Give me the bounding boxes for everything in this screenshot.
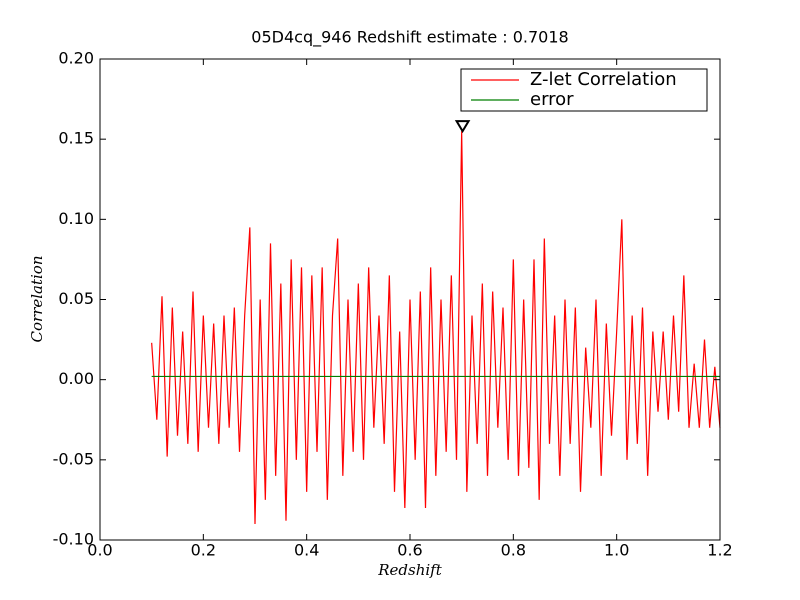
legend-box: [460, 68, 708, 112]
y-tick-label: 0.05: [58, 289, 94, 308]
legend-label: error: [530, 89, 574, 110]
legend-label: Z-let Correlation: [530, 69, 677, 90]
x-tick-label: 0.4: [294, 541, 319, 560]
x-tick-label: 0.2: [191, 541, 216, 560]
y-tick-label: 0.00: [58, 369, 94, 388]
peak-marker: [454, 120, 471, 134]
x-tick-label: 1.0: [604, 541, 629, 560]
y-tick-label: 0.10: [58, 209, 94, 228]
y-tick-label: -0.10: [53, 530, 94, 549]
y-tick-label: 0.15: [58, 129, 94, 148]
y-tick-label: 0.20: [58, 49, 94, 68]
x-tick-label: 0.6: [397, 541, 422, 560]
y-axis-label: Correlation: [28, 256, 46, 343]
x-tick-label: 0.8: [501, 541, 526, 560]
x-tick-label: 1.2: [707, 541, 732, 560]
x-axis-label: Redshift: [377, 561, 442, 579]
series-line: [151, 131, 721, 524]
x-tick-label: 0.0: [87, 541, 112, 560]
y-tick-label: -0.05: [53, 449, 94, 468]
chart-title: 05D4cq_946 Redshift estimate : 0.7018: [251, 28, 568, 48]
